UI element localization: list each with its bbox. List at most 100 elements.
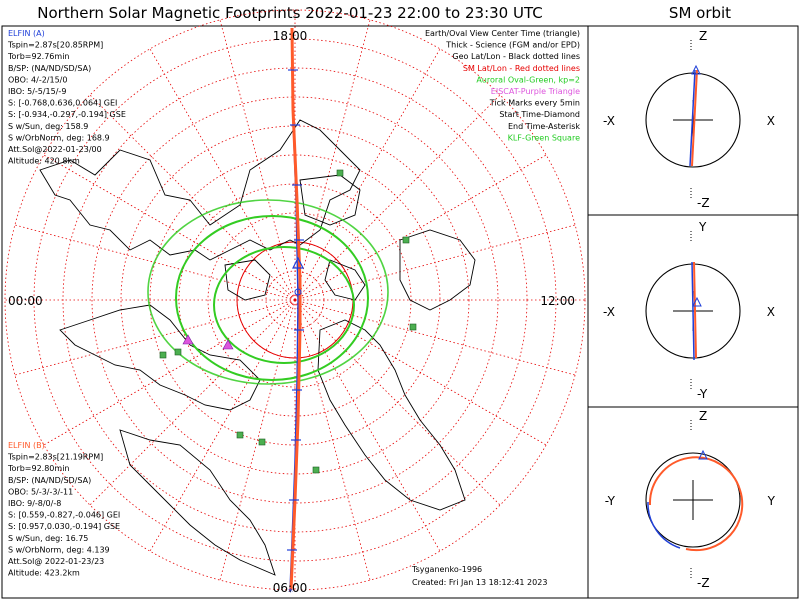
satellite-info-line: OBO: 5/-3/-3/-11	[8, 487, 73, 496]
satellite-info-line: IBO: 5/-5/15/-9	[8, 87, 66, 96]
ground-site-square	[159, 351, 167, 359]
sm-longitude-line	[149, 48, 296, 301]
legend-entry: KLF-Green Square	[508, 133, 580, 142]
legend-entry: SM Lat/Lon - Red dotted lines	[463, 64, 580, 73]
eiscat-triangle	[222, 339, 234, 350]
orbit-trace-b	[648, 456, 744, 552]
legend-entry: Thick - Science (FGM and/or EPD)	[445, 41, 580, 50]
satellite-info-line: Torb=92.76min	[7, 52, 69, 61]
orbit-axis-top: Z	[699, 29, 707, 43]
end-asterisk: *	[288, 587, 293, 598]
orbit-axis-right: X	[767, 114, 775, 128]
orbit-axis-bottom: -Z	[697, 196, 710, 210]
sm-longitude-line	[43, 299, 296, 446]
sm-longitude-line	[219, 299, 296, 581]
ground-site-square	[409, 323, 417, 331]
earth-circle	[645, 263, 741, 359]
satellite-info-line: S: [0.559,-0.827,-0.046] GEI	[8, 511, 120, 520]
orbit-trace-b	[693, 261, 697, 359]
sm-longitude-line	[294, 94, 501, 301]
sm-longitude-line	[294, 299, 501, 506]
sm-longitude-line	[294, 299, 441, 552]
ground-site-square	[336, 169, 344, 177]
sm-longitude-line	[149, 299, 296, 552]
orbit-trace-a	[647, 501, 681, 549]
satellite-info-line: S w/Sun, deg: 16.75	[8, 534, 88, 543]
legend-entry: End Time-Asterisk	[508, 122, 580, 131]
clock-label-06: 06:00	[273, 581, 308, 595]
sm-longitude-line	[294, 19, 371, 301]
orbit-axis-left: -X	[603, 305, 615, 319]
orbit-panels: Z -Z -X X Y -Y -X X Z -Z -Y Y	[603, 29, 776, 590]
coastline	[119, 429, 276, 576]
legend-entry: Tick Marks every 5min	[489, 99, 580, 108]
ground-site-square	[402, 236, 410, 244]
eiscat-triangle	[182, 334, 194, 345]
satellite-name: ELFIN (B)	[8, 441, 45, 450]
view-center-triangle	[292, 256, 304, 269]
orbit-trace-a	[689, 69, 696, 167]
sm-longitude-line	[294, 154, 547, 301]
satellite-info-line: S: [-0.768,0.636,0.064] GEI	[8, 99, 117, 108]
satellite-info-line: Tspin=2.87s[20.85RPM]	[7, 41, 103, 50]
satellite-info-line: OBO: 4/-2/15/0	[8, 75, 67, 84]
sm-longitude-line	[89, 299, 296, 506]
elfin-a-info: ELFIN (A) Tspin=2.87s[20.85RPM] Torb=92.76…	[7, 29, 126, 166]
satellite-info-line: IBO: 9/-8/0/-8	[8, 499, 61, 508]
clock-label-18: 18:00	[273, 29, 308, 43]
orbit-axis-bottom: -Y	[697, 387, 708, 401]
satellite-info-line: B/SP: (NA/ND/SD/SA)	[8, 476, 91, 485]
sm-longitude-line	[294, 48, 441, 301]
legend: Earth/Oval View Center Time (triangle) Th…	[425, 29, 580, 142]
orbit-axis-top: Y	[698, 220, 707, 234]
orbit-title: SM orbit	[669, 4, 731, 22]
satellite-info-line: Altitude: 420.8km	[8, 157, 80, 166]
ground-site-square	[312, 466, 320, 474]
orbit-axis-right: X	[767, 305, 775, 319]
clock-label-12: 12:00	[540, 294, 575, 308]
orbit-start-triangle	[691, 64, 701, 75]
legend-entry: Start Time-Diamond	[499, 110, 580, 119]
orbit-start-triangle	[698, 449, 708, 460]
ground-site-square	[174, 348, 182, 356]
footprint-tracks: *	[287, 27, 304, 598]
ground-sites	[159, 169, 417, 474]
legend-entry: EISCAT-Purple Triangle	[491, 87, 580, 96]
auroral-oval	[147, 199, 389, 385]
satellite-info-line: S: [0.957,0.030,-0.194] GSE	[8, 522, 120, 531]
orbit-axis-top: Z	[699, 409, 707, 423]
orbit-trace-b	[691, 69, 698, 167]
satellite-info-line: B/SP: (NA/ND/SD/SA)	[8, 64, 91, 73]
legend-entry: Auroral Oval-Green, kp=2	[476, 75, 580, 84]
sm-longitude-line	[294, 299, 547, 446]
satellite-name: ELFIN (A)	[8, 29, 45, 38]
satellite-info-line: Tspin=2.83s[21.19RPM]	[7, 453, 103, 462]
coastline	[224, 259, 271, 301]
created-text: Created: Fri Jan 13 18:12:41 2023	[412, 578, 547, 587]
satellite-info-line: S w/OrbNorm, deg: 168.9	[8, 133, 110, 142]
orbit-axis-bottom: -Z	[697, 576, 710, 590]
sm-longitude-line	[14, 299, 296, 376]
clock-label-00: 00:00	[8, 294, 43, 308]
satellite-info-line: Att.Sol@2022-01-23/00	[8, 145, 102, 154]
sm-longitude-line	[294, 224, 576, 301]
ground-site-square	[258, 438, 266, 446]
credit-text: Tsyganenko-1996	[411, 565, 482, 574]
auroral-oval-inner	[213, 246, 355, 364]
coastline	[324, 259, 366, 301]
orbit-trace-a	[691, 261, 695, 361]
sm-latitude-circle	[207, 212, 383, 388]
orbit-start-triangle	[692, 296, 702, 307]
coastline	[399, 229, 476, 311]
polar-map: *	[4, 9, 586, 598]
coastline	[317, 319, 466, 511]
auroral-oval-outer	[175, 215, 369, 381]
elfin-b-info: ELFIN (B) Tspin=2.83s[21.19RPM] Torb=92.80…	[7, 441, 120, 578]
legend-entry: Geo Lat/Lon - Black dotted lines	[452, 52, 580, 61]
sm-longitude-line	[294, 299, 371, 581]
satellite-info-line: S: [-0.934,-0.297,-0.194] GSE	[8, 110, 126, 119]
ground-site-square	[236, 431, 244, 439]
orbit-frame	[587, 25, 799, 599]
satellite-info-line: S w/OrbNorm, deg: 4.139	[8, 545, 110, 554]
